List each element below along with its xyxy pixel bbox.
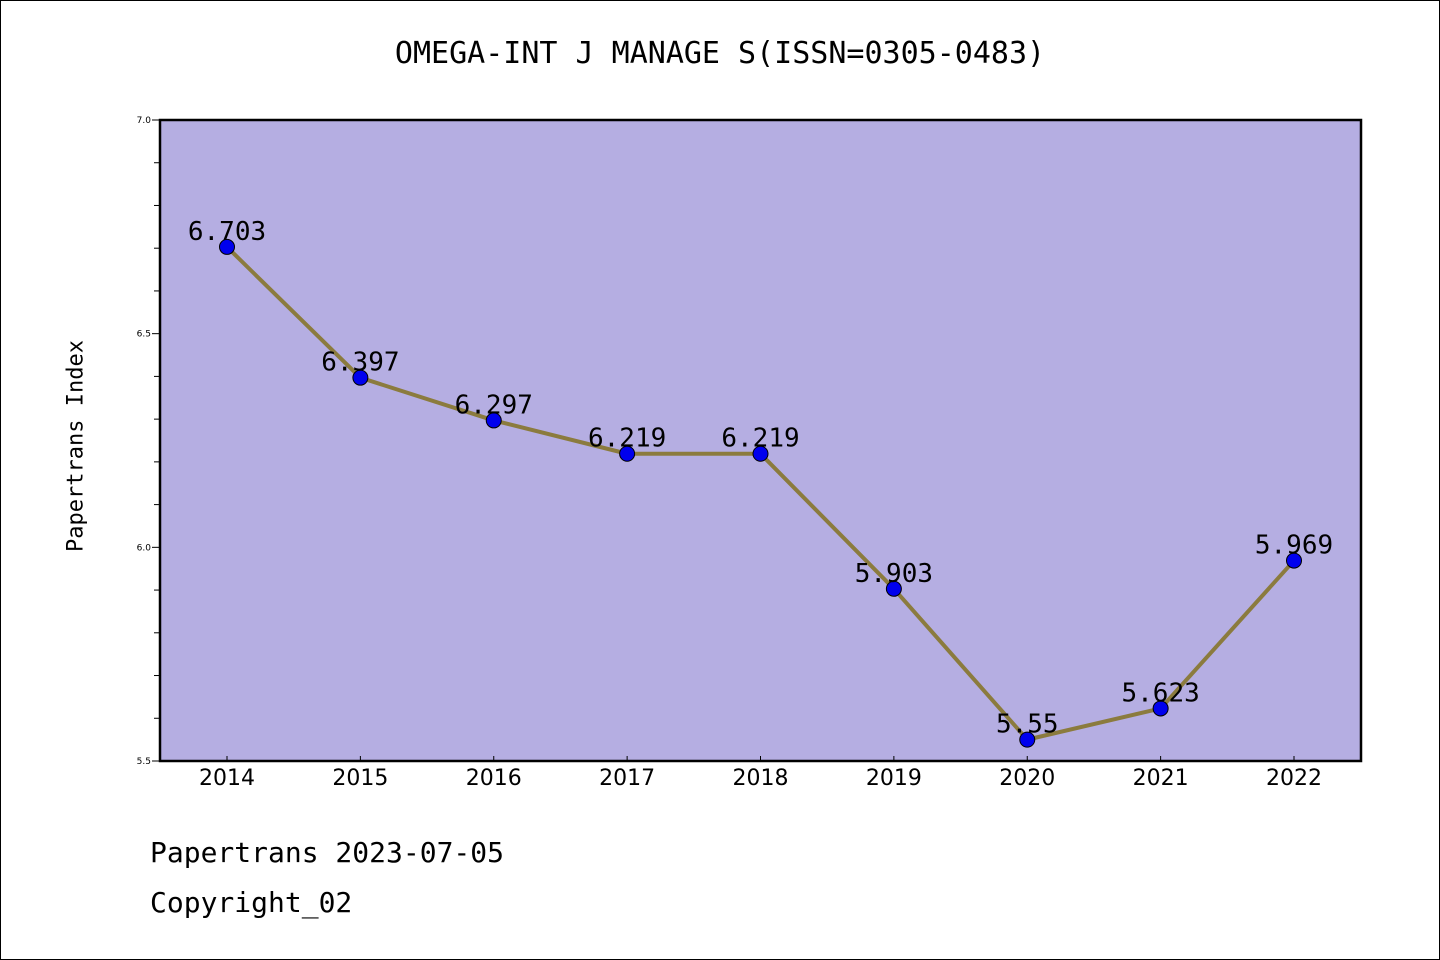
data-label: 6.297 [455,390,533,420]
y-tick-label: 5.5 [137,757,151,767]
plot-area [160,120,1361,761]
y-tick-label: 7.0 [137,116,152,126]
data-label: 5.623 [1121,678,1199,708]
data-label: 5.55 [996,710,1059,740]
data-point [1286,552,1302,569]
data-point [352,369,369,386]
y-tick-label: 6.5 [137,330,151,340]
footer-copyright: Copyright_02 [150,886,353,919]
data-label: 6.703 [188,217,266,247]
y-tick-label: 6.0 [137,543,152,553]
data-label: 6.219 [588,424,666,454]
x-tick-label: 2014 [199,766,255,791]
x-tick-label: 2017 [599,766,655,791]
chart-title: OMEGA-INT J MANAGE S(ISSN=0305-0483) [394,36,1046,71]
data-point [485,412,502,429]
data-label: 6.397 [321,348,399,378]
data-point [1152,700,1169,717]
x-tick-label: 2016 [466,766,522,791]
data-label: 6.219 [721,424,799,454]
data-point [752,445,769,462]
x-tick-label: 2019 [866,766,922,791]
x-tick-label: 2015 [332,766,388,791]
x-tick-label: 2021 [1133,766,1189,791]
data-point [1019,731,1036,748]
footer-date: Papertrans 2023-07-05 [150,836,505,869]
x-tick-label: 2018 [733,766,789,791]
plot-border [158,118,1363,763]
x-tick-label: 2020 [999,766,1055,791]
x-tick-label: 2022 [1266,766,1322,791]
data-point [885,580,902,597]
data-label: 5.969 [1255,531,1333,561]
data-point [219,238,235,255]
data-point [619,445,636,462]
data-label: 5.903 [855,559,933,589]
